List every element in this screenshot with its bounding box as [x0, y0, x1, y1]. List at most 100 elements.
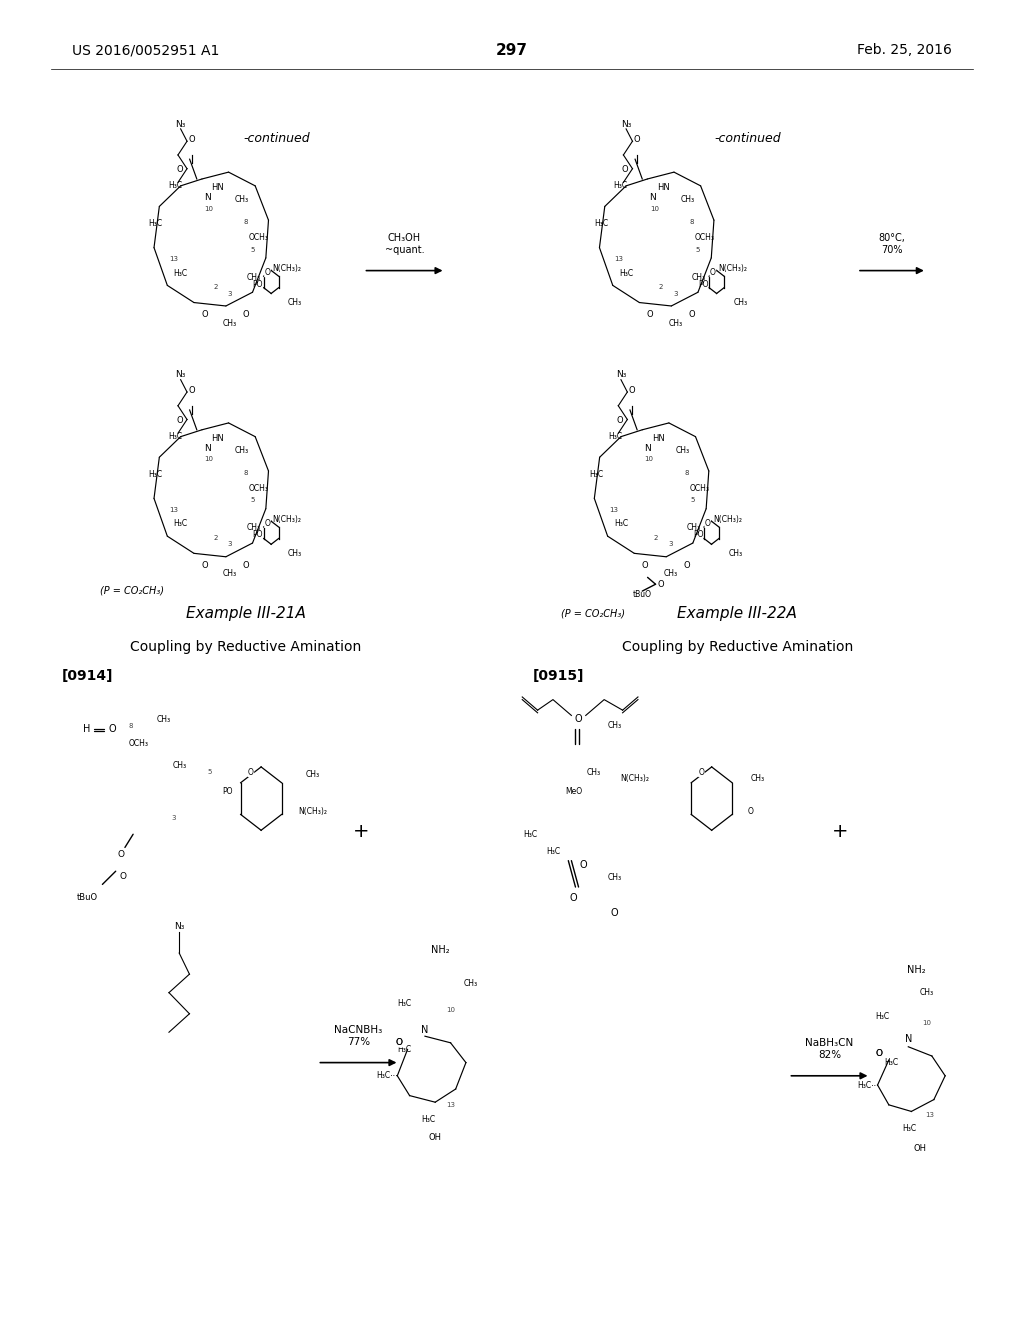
Text: Coupling by Reductive Amination: Coupling by Reductive Amination: [130, 640, 361, 653]
Text: H₃C: H₃C: [594, 219, 608, 228]
Text: CH₃: CH₃: [234, 195, 249, 205]
Text: H₃C: H₃C: [620, 268, 633, 277]
Text: US 2016/0052951 A1: US 2016/0052951 A1: [72, 44, 219, 57]
Text: 13: 13: [169, 507, 178, 513]
Text: O: O: [120, 873, 126, 880]
Text: CH₃: CH₃: [247, 273, 261, 281]
Text: PO: PO: [253, 280, 263, 289]
Text: CH₃: CH₃: [288, 298, 302, 308]
Text: O: O: [647, 310, 653, 318]
Text: CH₃: CH₃: [288, 549, 302, 558]
Text: O: O: [176, 416, 182, 425]
Text: HN: HN: [652, 434, 665, 444]
Text: NH₂: NH₂: [431, 945, 450, 956]
Text: O: O: [616, 416, 623, 425]
Text: O: O: [118, 850, 124, 858]
Text: HN: HN: [212, 434, 224, 444]
Text: -continued: -continued: [243, 132, 310, 145]
Text: N₃: N₃: [175, 120, 185, 128]
Text: 3: 3: [669, 541, 673, 548]
Text: OCH₃: OCH₃: [249, 483, 269, 492]
Text: OH: OH: [429, 1134, 441, 1142]
Text: 8: 8: [684, 470, 689, 477]
Text: 10: 10: [645, 457, 653, 462]
Text: 13: 13: [614, 256, 624, 263]
Text: H₃C: H₃C: [876, 1012, 890, 1020]
Text: CH₃: CH₃: [305, 771, 319, 779]
Text: tBuO: tBuO: [77, 894, 97, 902]
Text: tBuO: tBuO: [633, 590, 651, 599]
Text: HN: HN: [212, 183, 224, 193]
Text: O: O: [264, 519, 270, 528]
Text: H₃C: H₃C: [168, 432, 182, 441]
Text: O: O: [876, 1049, 882, 1057]
Text: CH₃: CH₃: [223, 318, 238, 327]
Text: N: N: [649, 193, 656, 202]
Text: H₃C: H₃C: [148, 219, 163, 228]
Text: H₃C: H₃C: [608, 432, 623, 441]
Text: O: O: [629, 385, 635, 395]
Text: 13: 13: [926, 1113, 934, 1118]
Text: O: O: [248, 768, 254, 776]
Text: CH₃: CH₃: [680, 195, 694, 205]
Text: N₃: N₃: [615, 371, 626, 379]
Text: 13: 13: [609, 507, 618, 513]
Text: 5: 5: [208, 770, 212, 775]
Text: H₃C: H₃C: [523, 830, 538, 838]
Text: 10: 10: [923, 1020, 931, 1026]
Text: 5: 5: [690, 498, 695, 503]
Text: H₃C⋯: H₃C⋯: [857, 1081, 880, 1089]
Text: H₃C: H₃C: [397, 999, 412, 1007]
Text: OH: OH: [913, 1144, 926, 1152]
Text: H₃C: H₃C: [902, 1125, 916, 1133]
Text: O: O: [264, 268, 270, 277]
Text: CH₃: CH₃: [587, 768, 601, 776]
Text: O: O: [698, 768, 705, 776]
Text: 2: 2: [213, 535, 217, 541]
Text: OCH₃: OCH₃: [689, 483, 710, 492]
Text: N(CH₃)₂: N(CH₃)₂: [272, 515, 302, 524]
Text: OCH₃: OCH₃: [694, 232, 715, 242]
Text: O: O: [243, 561, 250, 569]
Text: 3: 3: [228, 290, 232, 297]
Text: N(CH₃)₂: N(CH₃)₂: [621, 775, 649, 783]
Text: O: O: [748, 808, 754, 816]
Text: H₃C⋯: H₃C⋯: [376, 1072, 398, 1080]
Text: O: O: [610, 908, 618, 919]
Text: Example III-22A: Example III-22A: [677, 606, 798, 622]
Text: +: +: [353, 822, 370, 841]
Text: 10: 10: [205, 206, 213, 211]
Text: O: O: [634, 135, 640, 144]
Text: N(CH₃)₂: N(CH₃)₂: [272, 264, 302, 273]
Text: 5: 5: [250, 247, 255, 252]
Text: NaBH₃CN
82%: NaBH₃CN 82%: [805, 1039, 854, 1060]
Text: CH₃: CH₃: [675, 446, 689, 455]
Text: [0915]: [0915]: [532, 669, 584, 682]
Text: H₃C: H₃C: [168, 181, 182, 190]
Text: CH₃: CH₃: [464, 979, 478, 987]
Text: CH₃OH
~quant.: CH₃OH ~quant.: [385, 234, 424, 255]
Text: 13: 13: [446, 1102, 455, 1107]
Text: Coupling by Reductive Amination: Coupling by Reductive Amination: [622, 640, 853, 653]
Text: 297: 297: [496, 42, 528, 58]
Text: O: O: [188, 385, 195, 395]
Text: H₃C: H₃C: [174, 268, 187, 277]
Text: O: O: [243, 310, 250, 318]
Text: O: O: [580, 859, 588, 870]
Text: N: N: [904, 1034, 912, 1044]
Text: N(CH₃)₂: N(CH₃)₂: [713, 515, 742, 524]
Text: CH₃: CH₃: [607, 874, 622, 882]
Text: (P = CO₂CH₃): (P = CO₂CH₃): [100, 585, 164, 595]
Text: 8: 8: [689, 219, 694, 226]
Text: O: O: [705, 519, 711, 528]
Text: CH₃: CH₃: [223, 569, 238, 578]
Text: O: O: [698, 768, 705, 776]
Text: O: O: [202, 310, 208, 318]
Text: H₃C: H₃C: [613, 181, 628, 190]
Text: OCH₃: OCH₃: [128, 739, 148, 747]
Text: 5: 5: [250, 498, 255, 503]
Text: PO: PO: [222, 788, 232, 796]
Text: O: O: [688, 310, 695, 318]
Text: O: O: [202, 561, 208, 569]
Text: CH₃: CH₃: [247, 524, 261, 532]
